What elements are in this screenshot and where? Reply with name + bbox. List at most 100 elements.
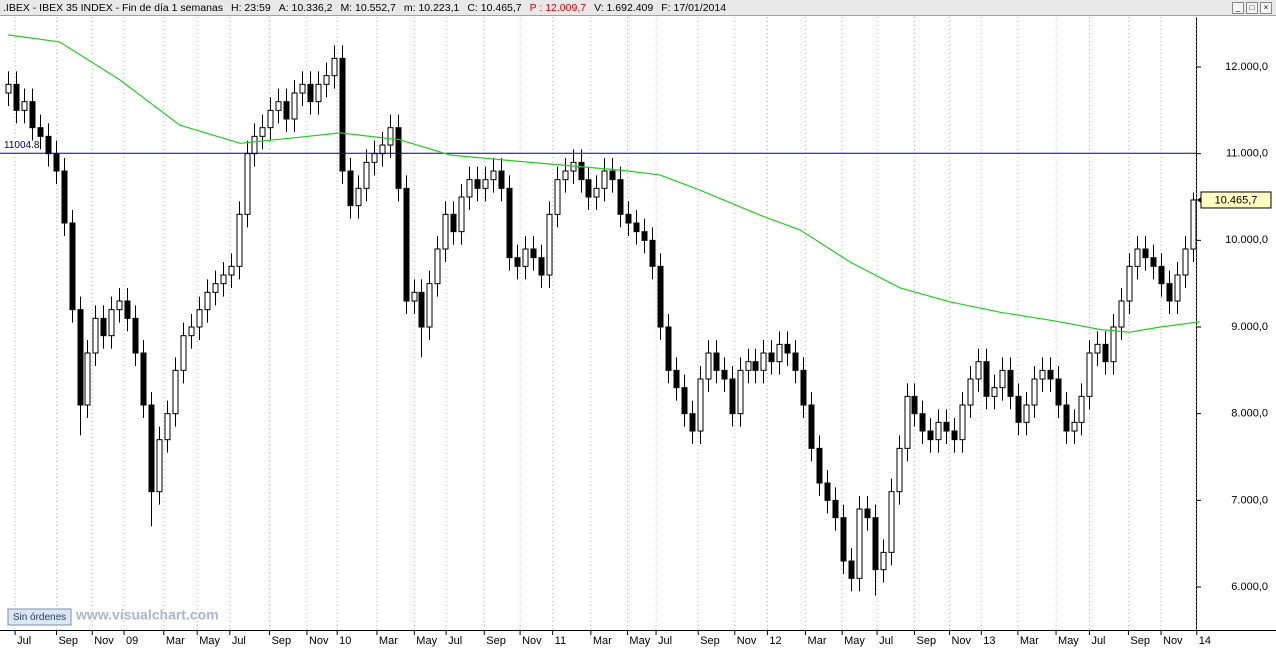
x-tick-label: Mar — [593, 635, 612, 647]
minimize-button[interactable]: _ — [1232, 2, 1244, 14]
candle-body — [355, 187, 362, 207]
candle-body — [919, 413, 926, 432]
candle-body — [363, 161, 370, 189]
candle-body — [832, 499, 839, 519]
candle-body — [132, 317, 139, 354]
candle-body — [554, 179, 561, 215]
candle-body — [426, 283, 433, 328]
candle-body — [259, 127, 266, 137]
candle-body — [442, 213, 449, 250]
candle-body — [617, 179, 624, 215]
candle-body — [1063, 404, 1070, 432]
y-tick-label: 7.000,0 — [1231, 494, 1268, 506]
candle-body — [546, 213, 553, 276]
candle-body — [371, 153, 378, 163]
last-price-pointer — [1197, 196, 1201, 203]
candle-body — [601, 170, 608, 189]
candle-body — [1134, 248, 1141, 267]
y-tick-label: 6.000,0 — [1231, 581, 1268, 593]
candle-body — [760, 352, 767, 371]
candle-body — [1031, 378, 1038, 406]
candle-body — [331, 57, 338, 77]
candle-body — [434, 248, 441, 285]
candle-body — [466, 179, 473, 198]
candle-body — [530, 248, 537, 259]
candle-body — [490, 170, 497, 181]
candle-body — [959, 404, 966, 441]
header-bar: .IBEX - IBEX 35 INDEX - Fin de día 1 sem… — [0, 0, 1276, 16]
candle-body — [212, 283, 219, 293]
candle-body — [609, 170, 616, 181]
candle-body — [1086, 352, 1093, 397]
candle-body — [1071, 421, 1078, 432]
candle-body — [251, 135, 258, 155]
x-tick-label: Nov — [94, 635, 114, 647]
candle-body — [713, 352, 720, 371]
candle-body — [808, 404, 815, 449]
x-tick-label: Mar — [379, 635, 398, 647]
x-tick-label: Sep — [486, 635, 506, 647]
candle-body — [1182, 248, 1189, 276]
candle-body — [1110, 326, 1117, 363]
candle-body — [84, 352, 91, 406]
x-tick-label: 12 — [769, 635, 781, 647]
header-field: A: 10.336,2 — [278, 1, 333, 14]
header-field: V: 1.692.409 — [594, 1, 654, 14]
candle-body — [633, 222, 640, 233]
candle-body — [339, 57, 346, 172]
candle-body — [69, 222, 76, 311]
x-tick-label: Jul — [232, 635, 246, 647]
candle-body — [1055, 378, 1062, 406]
orders-button[interactable] — [7, 608, 72, 626]
header-field: m: 10.223,1 — [403, 1, 460, 14]
candle-body — [482, 179, 489, 189]
candle-body — [1150, 257, 1157, 267]
candle-body — [880, 551, 887, 571]
candle-body — [1078, 395, 1085, 423]
candle-body — [275, 101, 282, 111]
orders-button-label[interactable]: Sin órdenes — [13, 612, 66, 623]
candle-body — [13, 83, 20, 111]
candle-body — [307, 83, 314, 103]
candle-body — [1102, 343, 1109, 363]
header-field: .IBEX - IBEX 35 INDEX - Fin de día 1 sem… — [3, 1, 224, 14]
candle-body — [236, 213, 243, 267]
candles — [5, 45, 1197, 596]
candle-body — [474, 179, 481, 189]
y-tick-label: 9.000,0 — [1231, 321, 1268, 333]
candle-body — [100, 317, 107, 337]
close-button[interactable]: × — [1260, 2, 1272, 14]
x-tick-label: Mar — [808, 635, 827, 647]
candle-body — [991, 387, 998, 397]
candle-body — [721, 369, 728, 380]
candle-body — [1007, 369, 1014, 397]
candle-body — [291, 92, 298, 120]
candle-body — [593, 187, 600, 198]
candle-body — [800, 369, 807, 406]
x-tick-label: Mar — [166, 635, 185, 647]
reference-label: 11004.8 — [4, 140, 40, 151]
x-tick-label: Jul — [448, 635, 462, 647]
candle-body — [29, 101, 36, 129]
candle-body — [283, 101, 290, 120]
candle-body — [1023, 404, 1030, 423]
candle-body — [737, 369, 744, 415]
candle-body — [864, 508, 871, 519]
candle-body — [768, 352, 775, 363]
candle-body — [37, 127, 44, 137]
candle-body — [77, 309, 84, 406]
x-tick-label: May — [199, 635, 220, 647]
candle-body — [562, 170, 569, 181]
candle-body — [657, 265, 664, 328]
candle-body — [411, 291, 418, 302]
x-tick-label: Sep — [1130, 635, 1150, 647]
candle-body — [848, 560, 855, 579]
restore-button[interactable]: □ — [1246, 2, 1258, 14]
x-tick-label: Nov — [737, 635, 757, 647]
watermark: www.visualchart.com — [75, 607, 219, 623]
candle-body — [538, 257, 545, 276]
candle-body — [204, 291, 211, 311]
candle-body — [45, 135, 52, 155]
candle-body — [395, 127, 402, 189]
